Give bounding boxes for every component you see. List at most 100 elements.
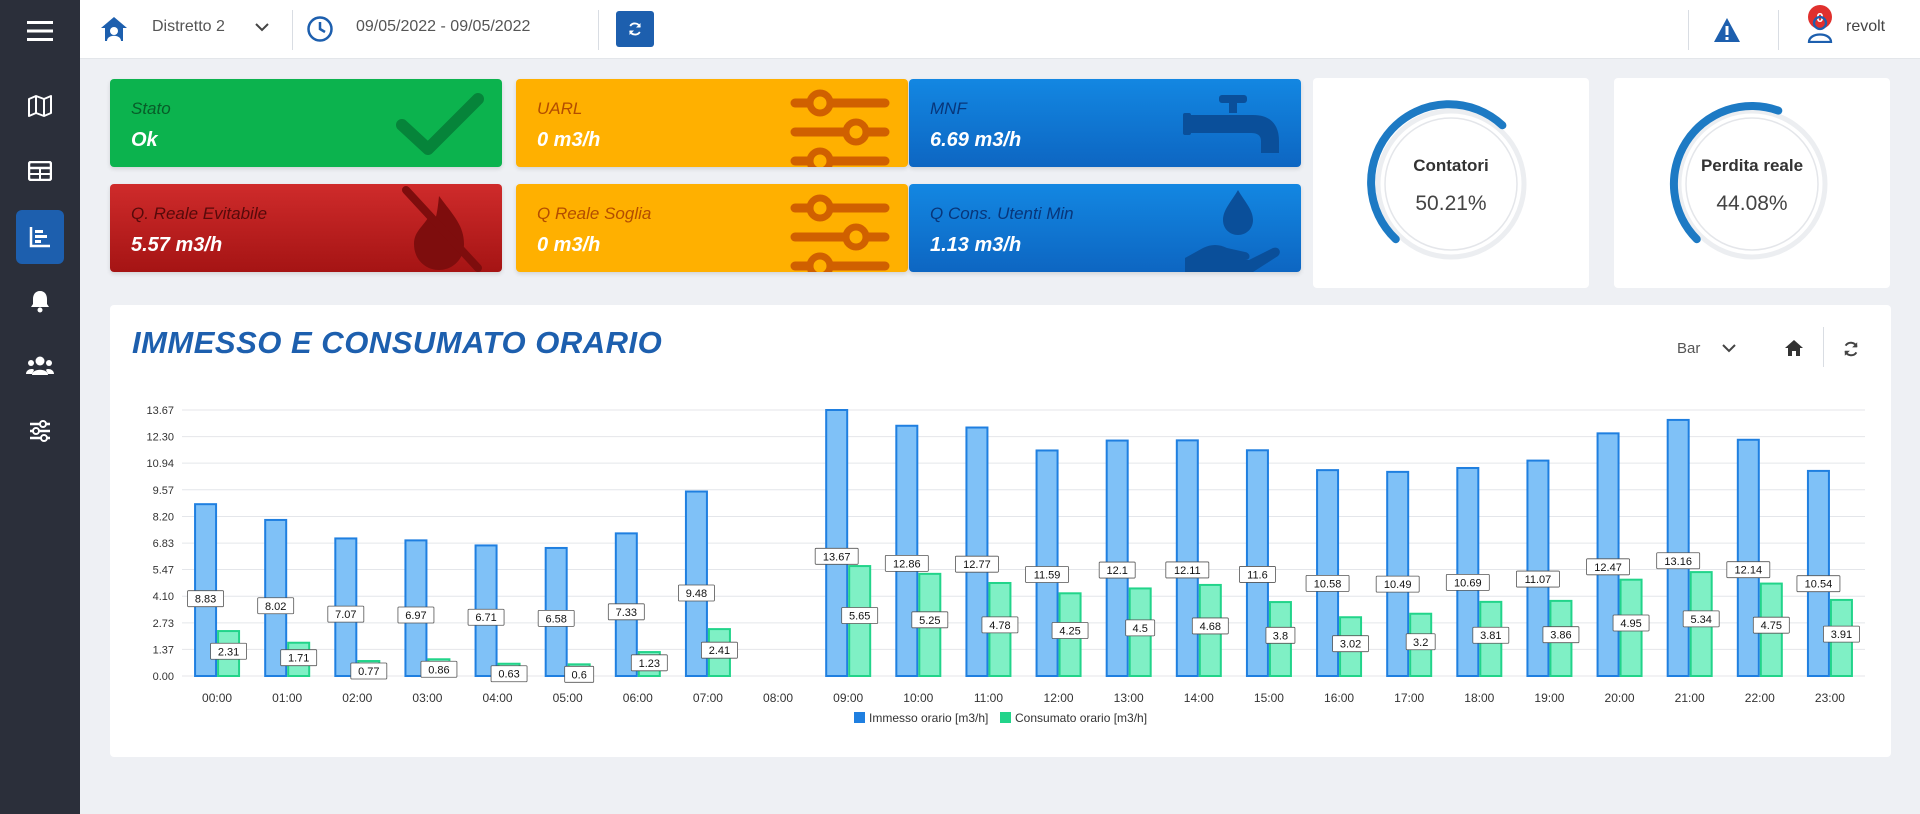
y-tick-label: 1.37 [153, 644, 174, 656]
data-label-box [884, 554, 929, 572]
x-tick-label: 11:00 [974, 691, 1003, 705]
data-label: 13.67 [823, 551, 851, 563]
refresh-icon [629, 22, 641, 36]
x-tick-label: 01:00 [272, 691, 302, 705]
refresh-icon[interactable] [1842, 340, 1860, 363]
x-tick-label: 08:00 [763, 691, 793, 705]
card-q-reale-soglia: Q Reale Soglia 0 m3/h [516, 184, 908, 272]
username[interactable]: revolt [1846, 18, 1886, 35]
data-label-box [1051, 622, 1089, 639]
gauge-label: Perdita reale [1700, 156, 1804, 175]
card-q-reale-evitabile: Q. Reale Evitabile 5.57 m3/h [110, 184, 502, 272]
data-label: 2.41 [709, 645, 730, 657]
y-tick-label: 9.57 [153, 485, 174, 497]
data-label: 3.8 [1273, 630, 1288, 642]
topbar: Distretto 2 09/05/2022 - 09/05/2022 0 re… [80, 0, 1920, 59]
gauge-contatori [1367, 100, 1527, 260]
bar [1105, 439, 1129, 677]
x-tick-label: 20:00 [1605, 691, 1635, 705]
data-label: 11.6 [1247, 569, 1268, 581]
users-icon[interactable] [16, 342, 64, 390]
data-label: 12.77 [963, 559, 991, 571]
menu-hamburger-icon[interactable] [16, 7, 64, 55]
y-tick-label: 8.20 [153, 511, 174, 523]
data-label-box [1098, 561, 1136, 579]
legend-swatch [1000, 712, 1011, 723]
data-label-box [490, 665, 528, 683]
bar [965, 426, 989, 677]
refresh-button[interactable] [616, 11, 654, 47]
x-tick-label: 06:00 [623, 691, 653, 705]
data-label: 13.16 [1664, 556, 1692, 568]
card-value: 5.57 m3/h [131, 234, 223, 256]
x-tick-label: 03:00 [412, 691, 442, 705]
home-icon[interactable] [1784, 339, 1804, 362]
card-title: Q. Reale Evitabile [131, 204, 268, 223]
data-label: 1.23 [639, 658, 660, 670]
card-value: 0 m3/h [537, 129, 601, 151]
date-range[interactable]: 09/05/2022 - 09/05/2022 [356, 18, 531, 35]
card-title: UARL [537, 99, 583, 118]
data-label-box [1682, 610, 1720, 628]
y-tick-label: 2.73 [153, 618, 174, 630]
chart-icon[interactable] [16, 210, 64, 264]
y-tick-label: 0.00 [153, 671, 174, 683]
card-value: 6.69 m3/h [930, 129, 1022, 151]
fire-off-icon [394, 186, 484, 272]
bar [895, 424, 919, 677]
data-label-box [1542, 626, 1580, 644]
x-tick-label: 16:00 [1324, 691, 1354, 705]
data-label-box [564, 665, 595, 683]
data-label: 2.31 [218, 646, 239, 658]
bar [1245, 449, 1269, 677]
chevron-down-icon[interactable] [1721, 341, 1737, 359]
sliders-icon[interactable] [16, 407, 64, 455]
clock-icon[interactable] [306, 15, 334, 48]
user-icon[interactable] [1807, 15, 1833, 48]
divider [1778, 10, 1779, 50]
card-title: Stato [131, 99, 171, 118]
data-label-box [1305, 574, 1350, 592]
data-label-box [1445, 573, 1490, 591]
gauge-arc [1367, 100, 1507, 244]
chart-type-select[interactable]: Bar [1677, 340, 1701, 357]
data-label: 12.86 [893, 558, 921, 570]
data-label-box [257, 597, 295, 615]
table-icon[interactable] [16, 147, 64, 195]
card-q-cons-utenti-min: Q Cons. Utenti Min 1.13 m3/h [909, 184, 1301, 272]
data-label: 4.75 [1761, 620, 1782, 632]
x-tick-label: 12:00 [1044, 691, 1074, 705]
data-label: 5.65 [849, 611, 870, 623]
checkmark-icon [394, 89, 484, 164]
data-label: 8.83 [195, 594, 216, 606]
data-label-box [350, 662, 388, 680]
alert-icon[interactable] [1713, 17, 1741, 48]
district-select[interactable]: Distretto 2 [152, 18, 225, 35]
card-title: MNF [930, 99, 967, 118]
legend-label: Consumato orario [m3/h] [1015, 711, 1147, 725]
home-icon[interactable] [100, 16, 128, 47]
x-tick-label: 05:00 [553, 691, 583, 705]
data-label: 3.02 [1340, 639, 1361, 651]
data-label-box [911, 611, 949, 629]
data-label-box [1025, 566, 1069, 583]
data-label: 0.6 [572, 669, 587, 681]
bar [1035, 449, 1059, 677]
divider [1823, 327, 1824, 367]
data-label: 8.02 [265, 601, 286, 613]
chevron-down-icon[interactable] [254, 20, 270, 38]
data-label: 5.34 [1690, 614, 1711, 626]
card-stato: Stato Ok [110, 79, 502, 167]
map-icon[interactable] [16, 82, 64, 130]
data-label-box [1265, 626, 1296, 644]
data-label: 12.14 [1735, 565, 1763, 577]
bar [825, 409, 849, 677]
data-label-box [397, 606, 435, 624]
x-tick-label: 13:00 [1114, 691, 1144, 705]
bar [1596, 432, 1620, 677]
card-title: Q Reale Soglia [537, 204, 652, 223]
bell-icon[interactable] [16, 277, 64, 325]
sliders-icon [790, 192, 890, 272]
bar [684, 490, 708, 677]
y-tick-label: 6.83 [153, 538, 174, 550]
